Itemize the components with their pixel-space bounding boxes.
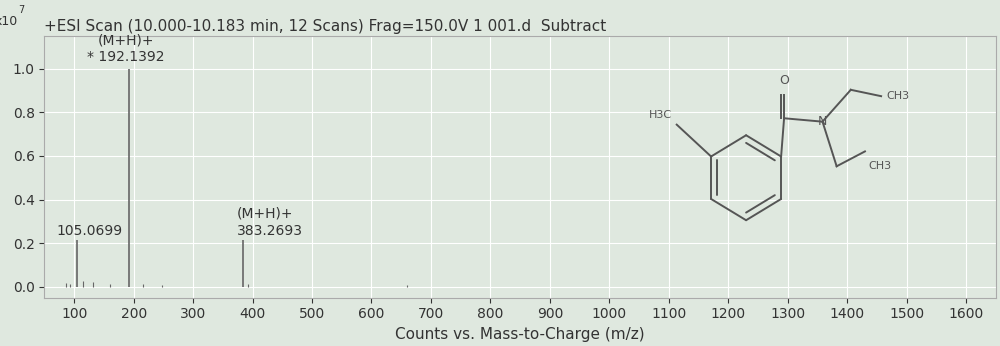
Text: +ESI Scan (10.000-10.183 min, 12 Scans) Frag=150.0V 1 001.d  Subtract: +ESI Scan (10.000-10.183 min, 12 Scans) … — [44, 19, 607, 34]
Text: * 192.1392: * 192.1392 — [87, 51, 165, 64]
Text: 383.2693: 383.2693 — [237, 224, 303, 238]
Text: 7: 7 — [18, 5, 24, 15]
Text: H3C: H3C — [649, 110, 672, 120]
Text: O: O — [779, 74, 789, 87]
X-axis label: Counts vs. Mass-to-Charge (m/z): Counts vs. Mass-to-Charge (m/z) — [395, 327, 645, 342]
Text: (M+H)+: (M+H)+ — [98, 33, 154, 47]
Text: (M+H)+: (M+H)+ — [237, 206, 293, 220]
Text: x10: x10 — [0, 15, 18, 28]
Text: N: N — [818, 115, 827, 128]
Text: 105.0699: 105.0699 — [56, 224, 123, 238]
Text: CH3: CH3 — [886, 91, 909, 101]
Text: CH3: CH3 — [868, 161, 891, 171]
